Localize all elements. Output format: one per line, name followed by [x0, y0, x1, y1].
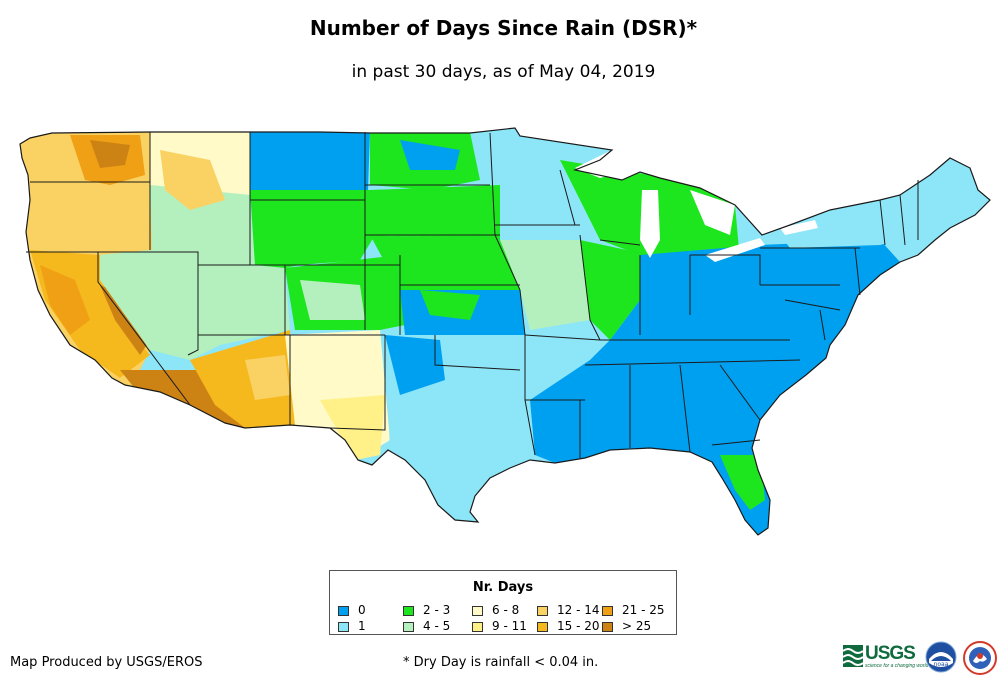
legend-item: 15 - 20 — [537, 620, 600, 632]
legend-box: Nr. Days 0 1 2 - 3 4 - 5 6 - 8 9 - 11 12… — [329, 570, 677, 635]
lake-ontario — [780, 220, 818, 235]
legend-item: 12 - 14 — [537, 604, 600, 616]
legend-label: 21 - 25 — [622, 603, 665, 617]
legend-label: > 25 — [622, 619, 652, 633]
legend-label: 1 — [358, 619, 366, 633]
lake-huron — [690, 190, 735, 235]
legend-label: 4 - 5 — [423, 619, 451, 633]
legend-swatch — [403, 606, 414, 616]
legend-item: 21 - 25 — [602, 604, 665, 616]
legend-label: 9 - 11 — [492, 619, 527, 633]
map-title: Number of Days Since Rain (DSR)* — [309, 16, 698, 40]
legend-swatch — [602, 606, 613, 616]
usgs-logo: USGS science for a changing world — [843, 643, 928, 671]
usgs-tagline: science for a changing world — [865, 663, 929, 669]
legend-swatch — [338, 606, 349, 616]
legend-item: > 25 — [602, 620, 651, 632]
legend-swatch — [472, 606, 483, 616]
legend-label: 6 - 8 — [492, 603, 520, 617]
lake-erie — [705, 238, 765, 262]
legend-label: 0 — [358, 603, 366, 617]
credit-text: Map Produced by USGS/EROS — [10, 655, 203, 670]
dry-day-note: * Dry Day is rainfall < 0.04 in. — [403, 655, 599, 670]
legend-item: 9 - 11 — [472, 620, 527, 632]
usgs-wordmark: USGS — [865, 643, 916, 664]
legend-item: 4 - 5 — [403, 620, 450, 632]
legend-label: 12 - 14 — [557, 603, 600, 617]
legend-item: 6 - 8 — [472, 604, 519, 616]
legend-swatch — [338, 622, 349, 632]
legend-item: 1 — [338, 620, 366, 632]
usgs-wave-icon — [843, 645, 863, 667]
legend-swatch — [537, 606, 548, 616]
noaa-wordmark: noaa — [934, 661, 949, 668]
legend-swatch — [472, 622, 483, 632]
lake-michigan — [640, 190, 660, 258]
legend-label: 2 - 3 — [423, 603, 451, 617]
map-subtitle: in past 30 days, as of May 04, 2019 — [351, 62, 656, 82]
legend-label: 15 - 20 — [557, 619, 600, 633]
legend-item: 0 — [338, 604, 366, 616]
legend-swatch — [537, 622, 548, 632]
nws-logo-icon — [963, 641, 997, 675]
legend-title: Nr. Days — [472, 580, 534, 595]
legend-item: 2 - 3 — [403, 604, 450, 616]
legend-swatch — [602, 622, 613, 632]
legend-swatch — [403, 622, 414, 632]
noaa-logo-icon: noaa — [925, 641, 957, 673]
lake-superior — [575, 150, 640, 178]
